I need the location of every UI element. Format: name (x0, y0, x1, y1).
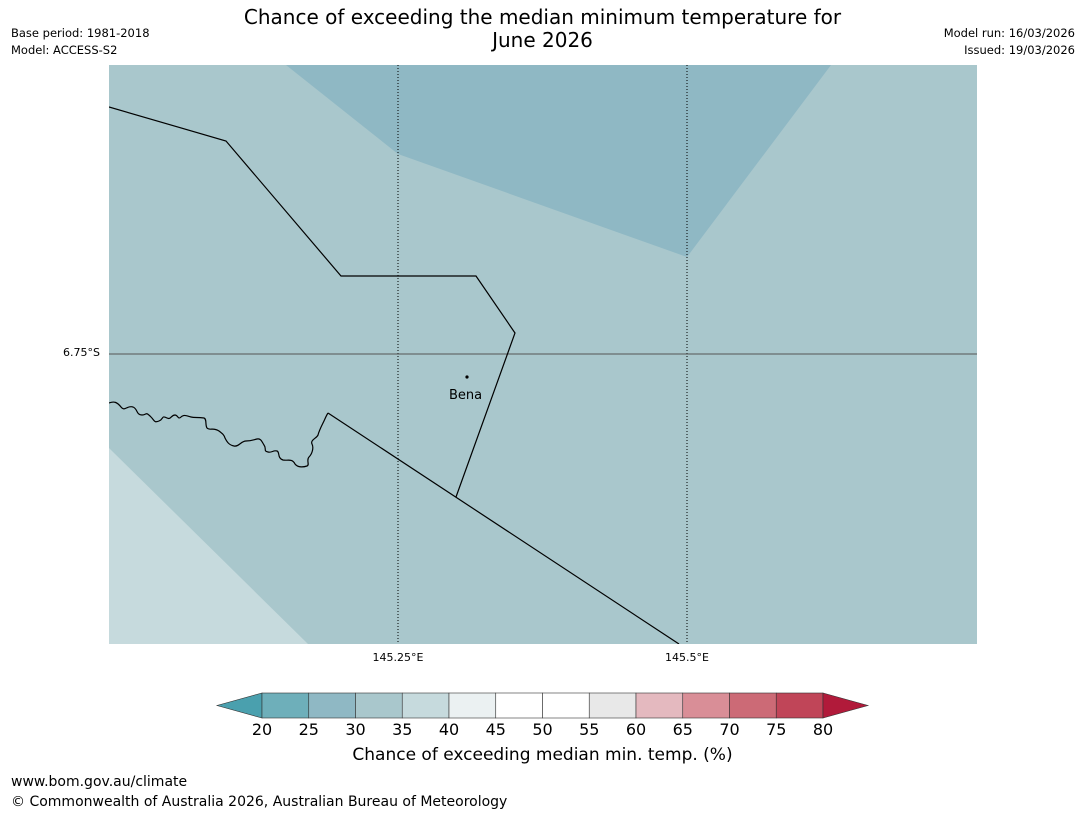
colorbar-tick-label: 65 (672, 720, 693, 739)
latitude-label: 6.75°S (63, 346, 100, 359)
colorbar-tick-label: 30 (345, 720, 366, 739)
colorbar-bins (261, 692, 824, 719)
colorbar-tick-label: 70 (719, 720, 740, 739)
map-svg (109, 65, 977, 644)
colorbar-tick-label: 55 (579, 720, 600, 739)
colorbar-bin (308, 692, 356, 719)
colorbar-bin (729, 692, 777, 719)
colorbar-tick-label: 50 (532, 720, 553, 739)
region-35-40 (109, 448, 308, 644)
colorbar-over-arrow (822, 692, 870, 719)
colorbar-bin (401, 692, 450, 719)
region-25-30 (286, 65, 831, 257)
colorbar-under-arrow (215, 692, 263, 719)
base-period-text: Base period: 1981-2018 (11, 26, 150, 40)
colorbar-title: Chance of exceeding median min. temp. (%… (352, 745, 733, 765)
colorbar-bin (588, 692, 637, 719)
colorbar-tick-label: 60 (625, 720, 647, 739)
colorbar-tick-label: 35 (392, 720, 413, 739)
bena-marker[interactable] (465, 375, 469, 379)
colorbar-ticks: 20 25 30 35 40 45 50 55 60 65 70 75 80 (0, 720, 1085, 742)
colorbar-bin (682, 692, 730, 719)
colorbar-bin (775, 692, 824, 719)
province-boundary (109, 106, 516, 498)
title-line-1: Chance of exceeding the median minimum t… (243, 5, 842, 29)
header-right: Model run: 16/03/2026 Issued: 19/03/2026 (944, 25, 1075, 59)
longitude-label-145-5: 145.5°E (665, 651, 709, 664)
title-line-2: June 2026 (492, 28, 593, 52)
colorbar-bin (355, 692, 403, 719)
colorbar-bin (261, 692, 310, 719)
colorbar-bin (495, 692, 543, 719)
colorbar-tick-label: 75 (766, 720, 787, 739)
page-title: Chance of exceeding the median minimum t… (0, 6, 1085, 52)
colorbar-bin (635, 692, 684, 719)
model-run-text: Model run: 16/03/2026 (943, 26, 1075, 40)
province-boundary-south (327, 412, 680, 644)
colorbar-tick-label: 40 (438, 720, 460, 739)
colorbar-tick-label: 80 (812, 720, 834, 739)
footer-copyright: © Commonwealth of Australia 2026, Austra… (11, 794, 508, 810)
colorbar-bin (448, 692, 497, 719)
colorbar-tick-label: 25 (298, 720, 319, 739)
bena-label: Bena (449, 388, 483, 403)
colorbar-tick-label: 20 (251, 720, 273, 739)
model-text: Model: ACCESS-S2 (11, 43, 118, 57)
colorbar (215, 692, 870, 719)
coastline-river (109, 401, 329, 468)
longitude-label-145-25: 145.25°E (372, 651, 424, 664)
colorbar-bin (542, 692, 590, 719)
footer-url[interactable]: www.bom.gov.au/climate (11, 774, 188, 790)
issued-text: Issued: 19/03/2026 (964, 43, 1075, 57)
map-panel[interactable]: Bena (109, 65, 977, 644)
header-left: Base period: 1981-2018 Model: ACCESS-S2 (11, 25, 150, 59)
colorbar-tick-label: 45 (485, 720, 506, 739)
